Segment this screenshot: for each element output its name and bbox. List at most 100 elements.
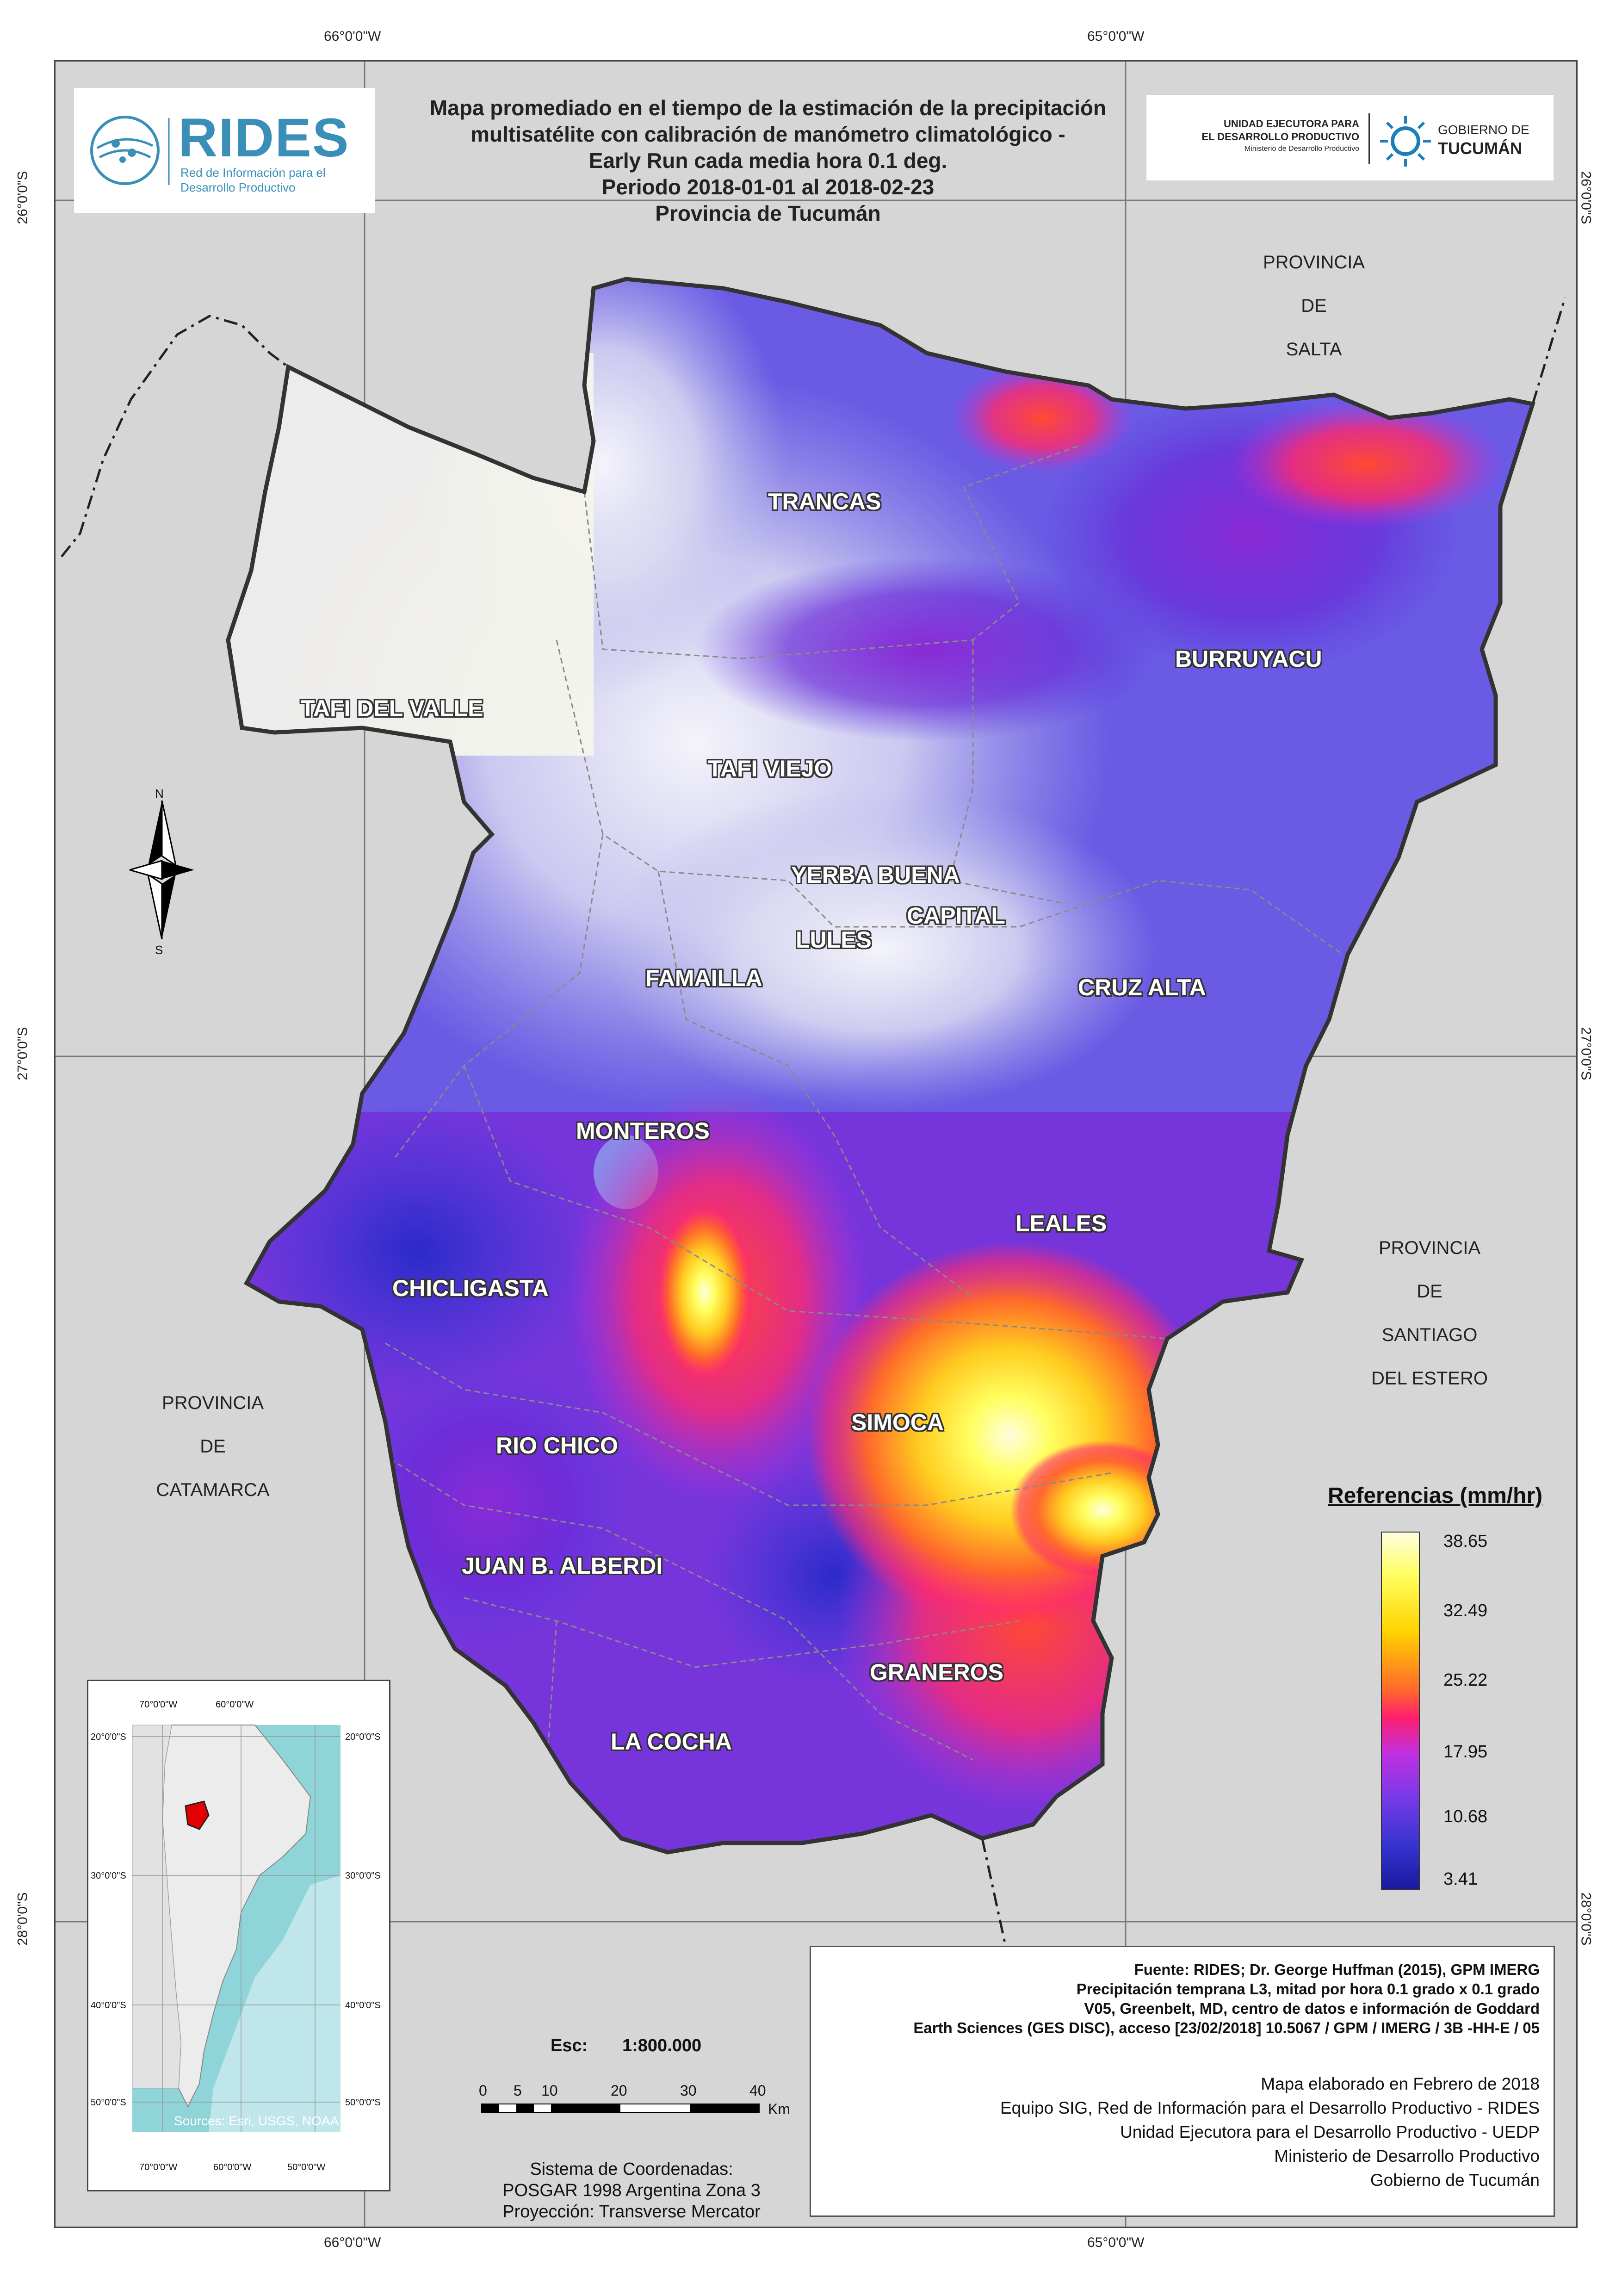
province-catamarca-line-3: CATAMARCA bbox=[156, 1480, 270, 1500]
north-arrow-s: S bbox=[155, 943, 163, 957]
inset-lat-50-right: 50°0'0"S bbox=[345, 2097, 381, 2108]
scale-bar: Esc: 1:800.000 0 5 10 20 30 40 Km bbox=[472, 2031, 796, 2152]
legend-value-6: 3.41 bbox=[1443, 1869, 1478, 1889]
rides-subtitle-2: Desarrollo Productivo bbox=[180, 180, 296, 194]
inset-lat-30-right: 30°0'0"S bbox=[345, 1871, 381, 1881]
government-logo: UNIDAD EJECUTORA PARA EL DESARROLLO PROD… bbox=[1146, 95, 1554, 180]
legend-value-5: 10.68 bbox=[1443, 1807, 1488, 1826]
provincial-border-ne bbox=[1531, 297, 1566, 404]
scale-tick-40: 40 bbox=[749, 2082, 766, 2099]
source-box: Fuente: RIDES; Dr. George Huffman (2015)… bbox=[810, 1946, 1555, 2217]
province-salta-line-2: DE bbox=[1301, 296, 1327, 316]
uedp-line-1: UNIDAD EJECUTORA PARA bbox=[1224, 118, 1359, 130]
provincial-border-s bbox=[981, 1838, 1007, 1945]
tucuman-sun-icon bbox=[1380, 116, 1431, 167]
gobierno-line-1: GOBIERNO DE bbox=[1438, 123, 1529, 137]
inset-lat-50: 50°0'0"S bbox=[91, 2097, 126, 2108]
source-credit-3: Unidad Ejecutora para el Desarrollo Prod… bbox=[1120, 2122, 1540, 2141]
inset-map-drawing bbox=[132, 1725, 340, 2132]
lat-label-27-left: 27°0'0"S bbox=[15, 1027, 31, 1080]
uedp-line-2: EL DESARROLLO PRODUCTIVO bbox=[1201, 131, 1359, 143]
dept-label-tafi-viejo: TAFI VIEJO bbox=[708, 756, 832, 782]
inset-lon-60-bottom: 60°0'0"W bbox=[213, 2162, 252, 2172]
inset-lat-40: 40°0'0"S bbox=[91, 2000, 126, 2011]
legend-value-1: 38.65 bbox=[1443, 1532, 1488, 1551]
scale-bar-graphic bbox=[481, 2104, 760, 2113]
scale-unit: Km bbox=[768, 2101, 790, 2117]
rides-globe-icon bbox=[90, 116, 170, 185]
north-arrow: N S bbox=[130, 787, 194, 962]
dept-label-monteros: MONTEROS bbox=[576, 1118, 710, 1144]
inset-lat-20: 20°0'0"S bbox=[91, 1732, 126, 1742]
scale-tick-10: 10 bbox=[541, 2082, 558, 2099]
legend-title: Referencias (mm/hr) bbox=[1328, 1483, 1543, 1508]
dept-label-burruyacu: BURRUYACU bbox=[1175, 646, 1322, 672]
lat-label-26-left: 26°0'0"S bbox=[15, 171, 31, 224]
source-credit-4: Ministerio de Desarrollo Productivo bbox=[1274, 2147, 1540, 2166]
lon-label-top-right: 65°0'0"W bbox=[1087, 29, 1145, 44]
province-santiago-line-2: DE bbox=[1417, 1281, 1442, 1302]
dept-label-leales: LEALES bbox=[1015, 1210, 1107, 1236]
source-bold-1: Fuente: RIDES; Dr. George Huffman (2015)… bbox=[1134, 1961, 1540, 1978]
legend-color-ramp bbox=[1381, 1532, 1420, 1890]
province-santiago-line-3: SANTIAGO bbox=[1381, 1325, 1478, 1345]
dept-label-la-cocha: LA COCHA bbox=[611, 1729, 732, 1755]
province-label-catamarca: PROVINCIA DE CATAMARCA bbox=[125, 1381, 301, 1512]
location-inset-map: 70°0'0"W 60°0'0"W 70°0'0"W 60°0'0"W 50°0… bbox=[87, 1680, 390, 2191]
dept-label-rio-chico: RIO CHICO bbox=[496, 1433, 618, 1458]
legend-value-4: 17.95 bbox=[1443, 1742, 1488, 1762]
source-bold-3: V05, Greenbelt, MD, centro de datos e in… bbox=[1084, 2000, 1540, 2017]
lon-label-top-left: 66°0'0"W bbox=[324, 29, 381, 44]
logo-divider bbox=[1368, 113, 1370, 164]
scale-tick-5: 5 bbox=[514, 2082, 522, 2099]
dept-label-lules: LULES bbox=[796, 927, 872, 953]
dept-label-tafi-del-valle: TAFI DEL VALLE bbox=[301, 695, 483, 721]
dept-label-chicligasta: CHICLIGASTA bbox=[392, 1275, 549, 1301]
lat-label-26-right: 26°0'0"S bbox=[1578, 171, 1594, 224]
uedp-line-3: Ministerio de Desarrollo Productivo bbox=[1244, 145, 1359, 153]
legend-value-2: 32.49 bbox=[1443, 1601, 1488, 1620]
scale-label: Esc: bbox=[551, 2036, 588, 2055]
province-label-santiago: PROVINCIA DE SANTIAGO DEL ESTERO bbox=[1342, 1226, 1517, 1400]
scale-tick-30: 30 bbox=[680, 2082, 697, 2099]
north-arrow-icon bbox=[130, 800, 194, 939]
dept-label-cruz-alta: CRUZ ALTA bbox=[1078, 974, 1206, 1000]
inset-lon-60-top: 60°0'0"W bbox=[216, 1700, 254, 1710]
map-title: Mapa promediado en el tiempo de la estim… bbox=[389, 95, 1147, 227]
lon-label-bottom-right: 65°0'0"W bbox=[1087, 2235, 1145, 2250]
title-line-1: Mapa promediado en el tiempo de la estim… bbox=[429, 96, 1107, 120]
title-line-5: Provincia de Tucumán bbox=[655, 201, 881, 225]
inset-lat-40-right: 40°0'0"S bbox=[345, 2000, 381, 2011]
crs-line-2: POSGAR 1998 Argentina Zona 3 bbox=[502, 2181, 761, 2200]
source-credit-2: Equipo SIG, Red de Información para el D… bbox=[1000, 2098, 1540, 2117]
lat-label-28-right: 28°0'0"S bbox=[1578, 1892, 1594, 1946]
dept-label-capital: CAPITAL bbox=[907, 903, 1005, 929]
province-outline bbox=[226, 277, 1535, 1855]
lat-label-28-left: 28°0'0"S bbox=[15, 1892, 31, 1946]
scale-tick-0: 0 bbox=[479, 2082, 487, 2099]
international-border-nw bbox=[61, 315, 289, 558]
gobierno-line-2: TUCUMÁN bbox=[1438, 139, 1522, 158]
dept-label-simoca: SIMOCA bbox=[851, 1409, 944, 1435]
title-line-3: Early Run cada media hora 0.1 deg. bbox=[588, 149, 947, 173]
north-arrow-n: N bbox=[155, 787, 164, 800]
inset-lat-30: 30°0'0"S bbox=[91, 1871, 126, 1881]
source-bold-2: Precipitación temprana L3, mitad por hor… bbox=[1076, 1980, 1540, 1998]
crs-line-3: Proyección: Transverse Mercator bbox=[502, 2202, 761, 2222]
coordinate-system: Sistema de Coordenadas: POSGAR 1998 Arge… bbox=[463, 2159, 800, 2222]
title-line-4: Periodo 2018-01-01 al 2018-02-23 bbox=[601, 175, 935, 199]
inset-lon-70-bottom: 70°0'0"W bbox=[139, 2162, 178, 2172]
legend-value-3: 25.22 bbox=[1443, 1670, 1488, 1690]
dept-label-famailla: FAMAILLA bbox=[645, 965, 762, 991]
province-salta-line-3: SALTA bbox=[1286, 339, 1342, 360]
province-salta-line-1: PROVINCIA bbox=[1263, 252, 1365, 273]
lat-label-27-right: 27°0'0"S bbox=[1578, 1027, 1594, 1080]
inset-lon-50-bottom: 50°0'0"W bbox=[287, 2162, 326, 2172]
dept-label-graneros: GRANEROS bbox=[870, 1659, 1003, 1685]
province-catamarca-line-2: DE bbox=[200, 1436, 226, 1457]
dept-label-trancas: TRANCAS bbox=[768, 489, 881, 515]
scale-ratio: 1:800.000 bbox=[622, 2036, 702, 2055]
source-bold-4: Earth Sciences (GES DISC), acceso [23/02… bbox=[913, 2019, 1540, 2036]
source-credit-1: Mapa elaborado en Febrero de 2018 bbox=[1261, 2074, 1540, 2093]
source-credit-5: Gobierno de Tucumán bbox=[1370, 2171, 1540, 2190]
